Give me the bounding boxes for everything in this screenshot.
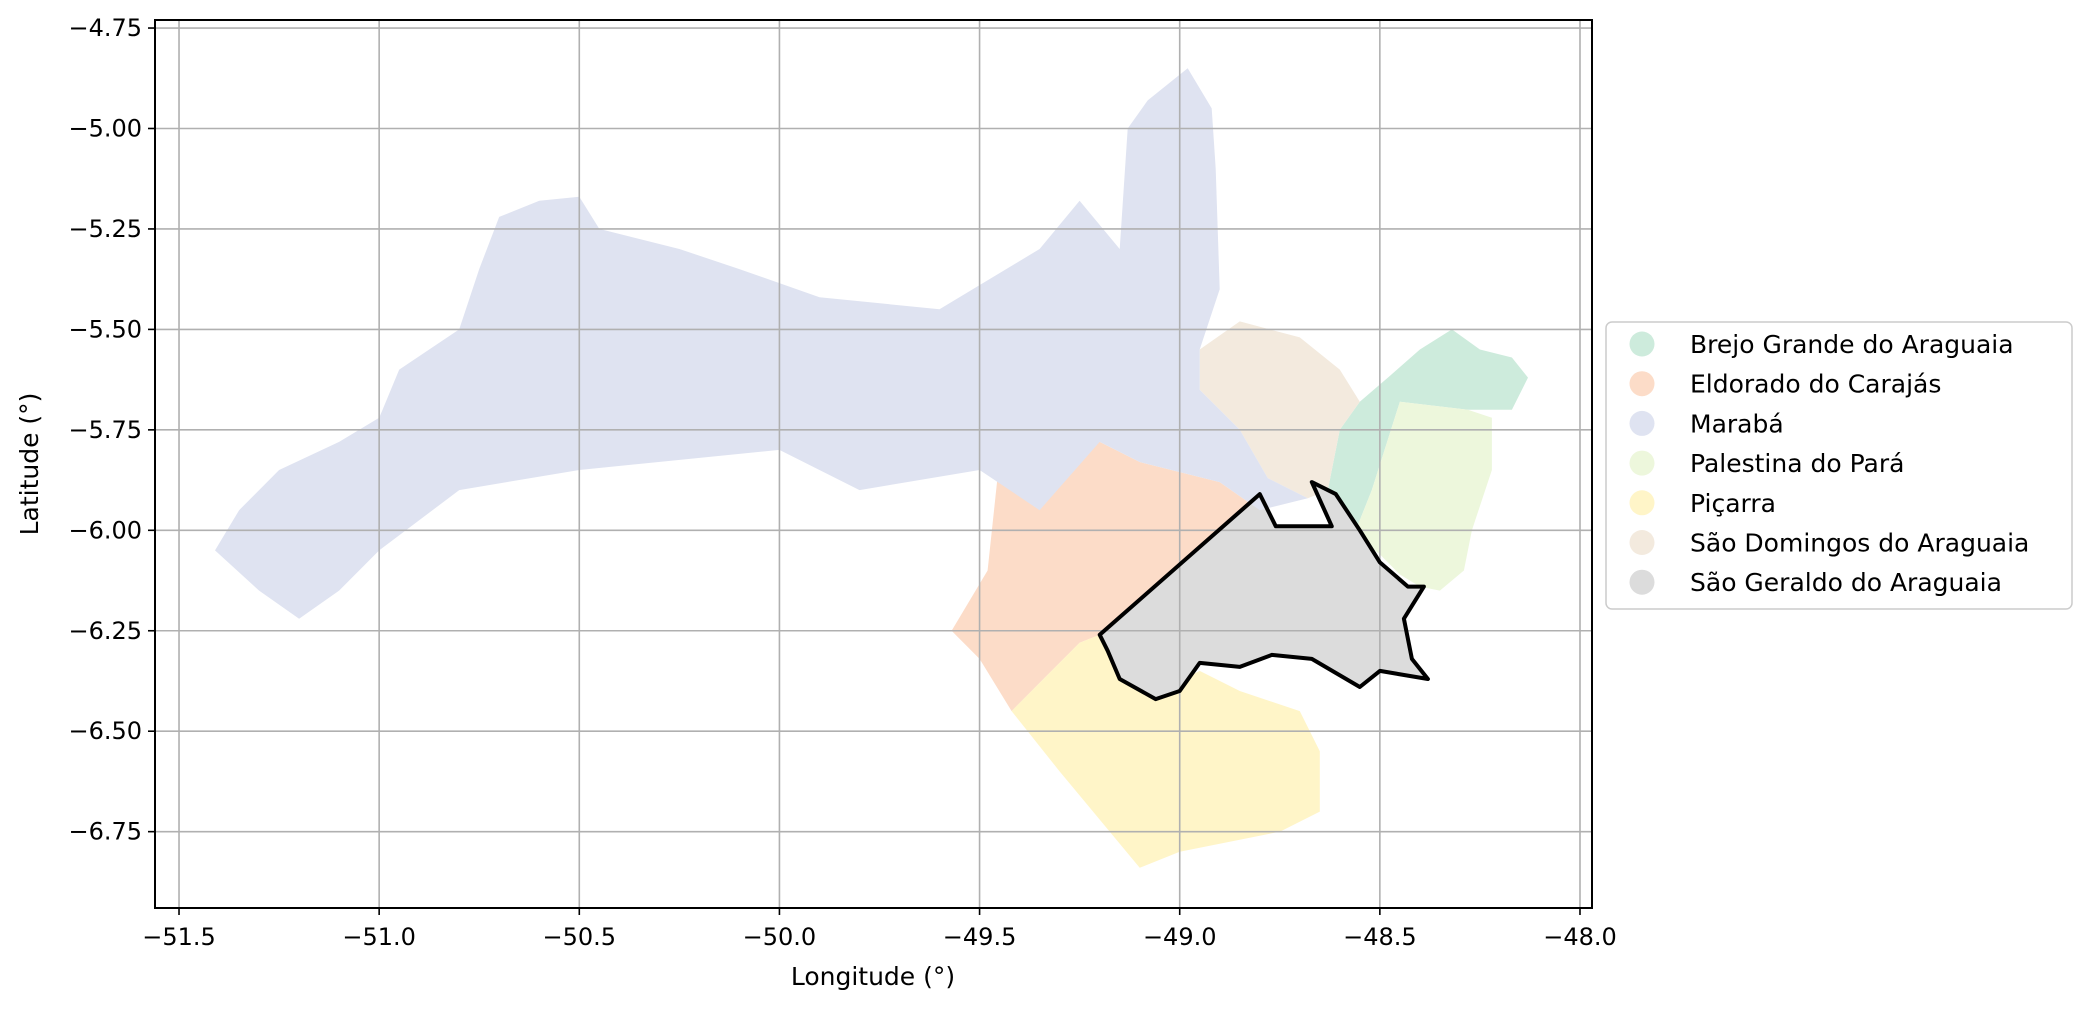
y-tick-label: −5.50 [68,315,142,343]
y-tick-label: −5.25 [68,215,142,243]
region-brejo-grande-do-araguaia [1327,329,1528,531]
y-tick-label: −4.75 [68,14,142,42]
region-palestina-do-para [1355,401,1492,591]
legend-frame [1605,321,2073,610]
region-picarra [1011,634,1320,868]
grid-layer [155,20,1592,908]
y-tick-label: −6.50 [68,717,142,745]
legend-label: Piçarra [1690,489,1776,518]
y-tick-label: −5.00 [68,114,142,142]
region-sao-geraldo-do-araguaia [1099,482,1428,700]
legend-swatch [1629,530,1655,555]
highlight-outline [1097,480,1430,702]
y-tick-label: −6.25 [68,617,142,645]
legend-swatch [1629,331,1655,357]
x-tick-label: −49.5 [943,923,1017,951]
legend-label: São Domingos do Araguaia [1690,529,2029,558]
legend-label: Brejo Grande do Araguaia [1690,330,2014,359]
legend: Brejo Grande do Araguaia Eldorado do Cara… [1605,321,2073,610]
regions-layer [215,68,1528,868]
plot-frame [154,19,1593,909]
legend-label: Eldorado do Carajás [1690,370,1941,399]
x-tick-label: −50.5 [543,923,617,951]
x-tick-label: −51.0 [342,923,416,951]
x-tick-label: −48.0 [1543,923,1617,951]
ticks-layer: −51.5 −51.0 −50.5 −50.0 −49.5 −49.0 −48.5 −48.0… [68,14,1616,951]
y-tick-label: −5.75 [68,416,142,444]
x-axis-title: Longitude (°) [791,962,955,991]
legend-label: Palestina do Pará [1690,449,1904,478]
x-tick-label: −50.0 [743,923,817,951]
y-tick-label: −6.75 [68,818,142,846]
legend-swatch [1629,569,1655,595]
region-eldorado-do-carajas [951,441,1260,712]
legend-swatch [1629,450,1655,476]
legend-label: São Geraldo do Araguaia [1690,568,2002,597]
legend-swatch [1629,490,1655,516]
region-sao-domingos-do-araguaia [1199,321,1360,499]
x-tick-label: −49.0 [1143,923,1217,951]
y-tick-label: −6.00 [68,516,142,544]
legend-swatch [1629,410,1655,436]
x-tick-label: −48.5 [1343,923,1417,951]
region-maraba [215,68,1308,619]
legend-swatch [1629,371,1655,397]
y-axis-title: Latitude (°) [15,393,44,536]
x-tick-label: −51.5 [142,923,216,951]
legend-label: Marabá [1690,409,1784,438]
highlight-layer [1097,480,1430,702]
